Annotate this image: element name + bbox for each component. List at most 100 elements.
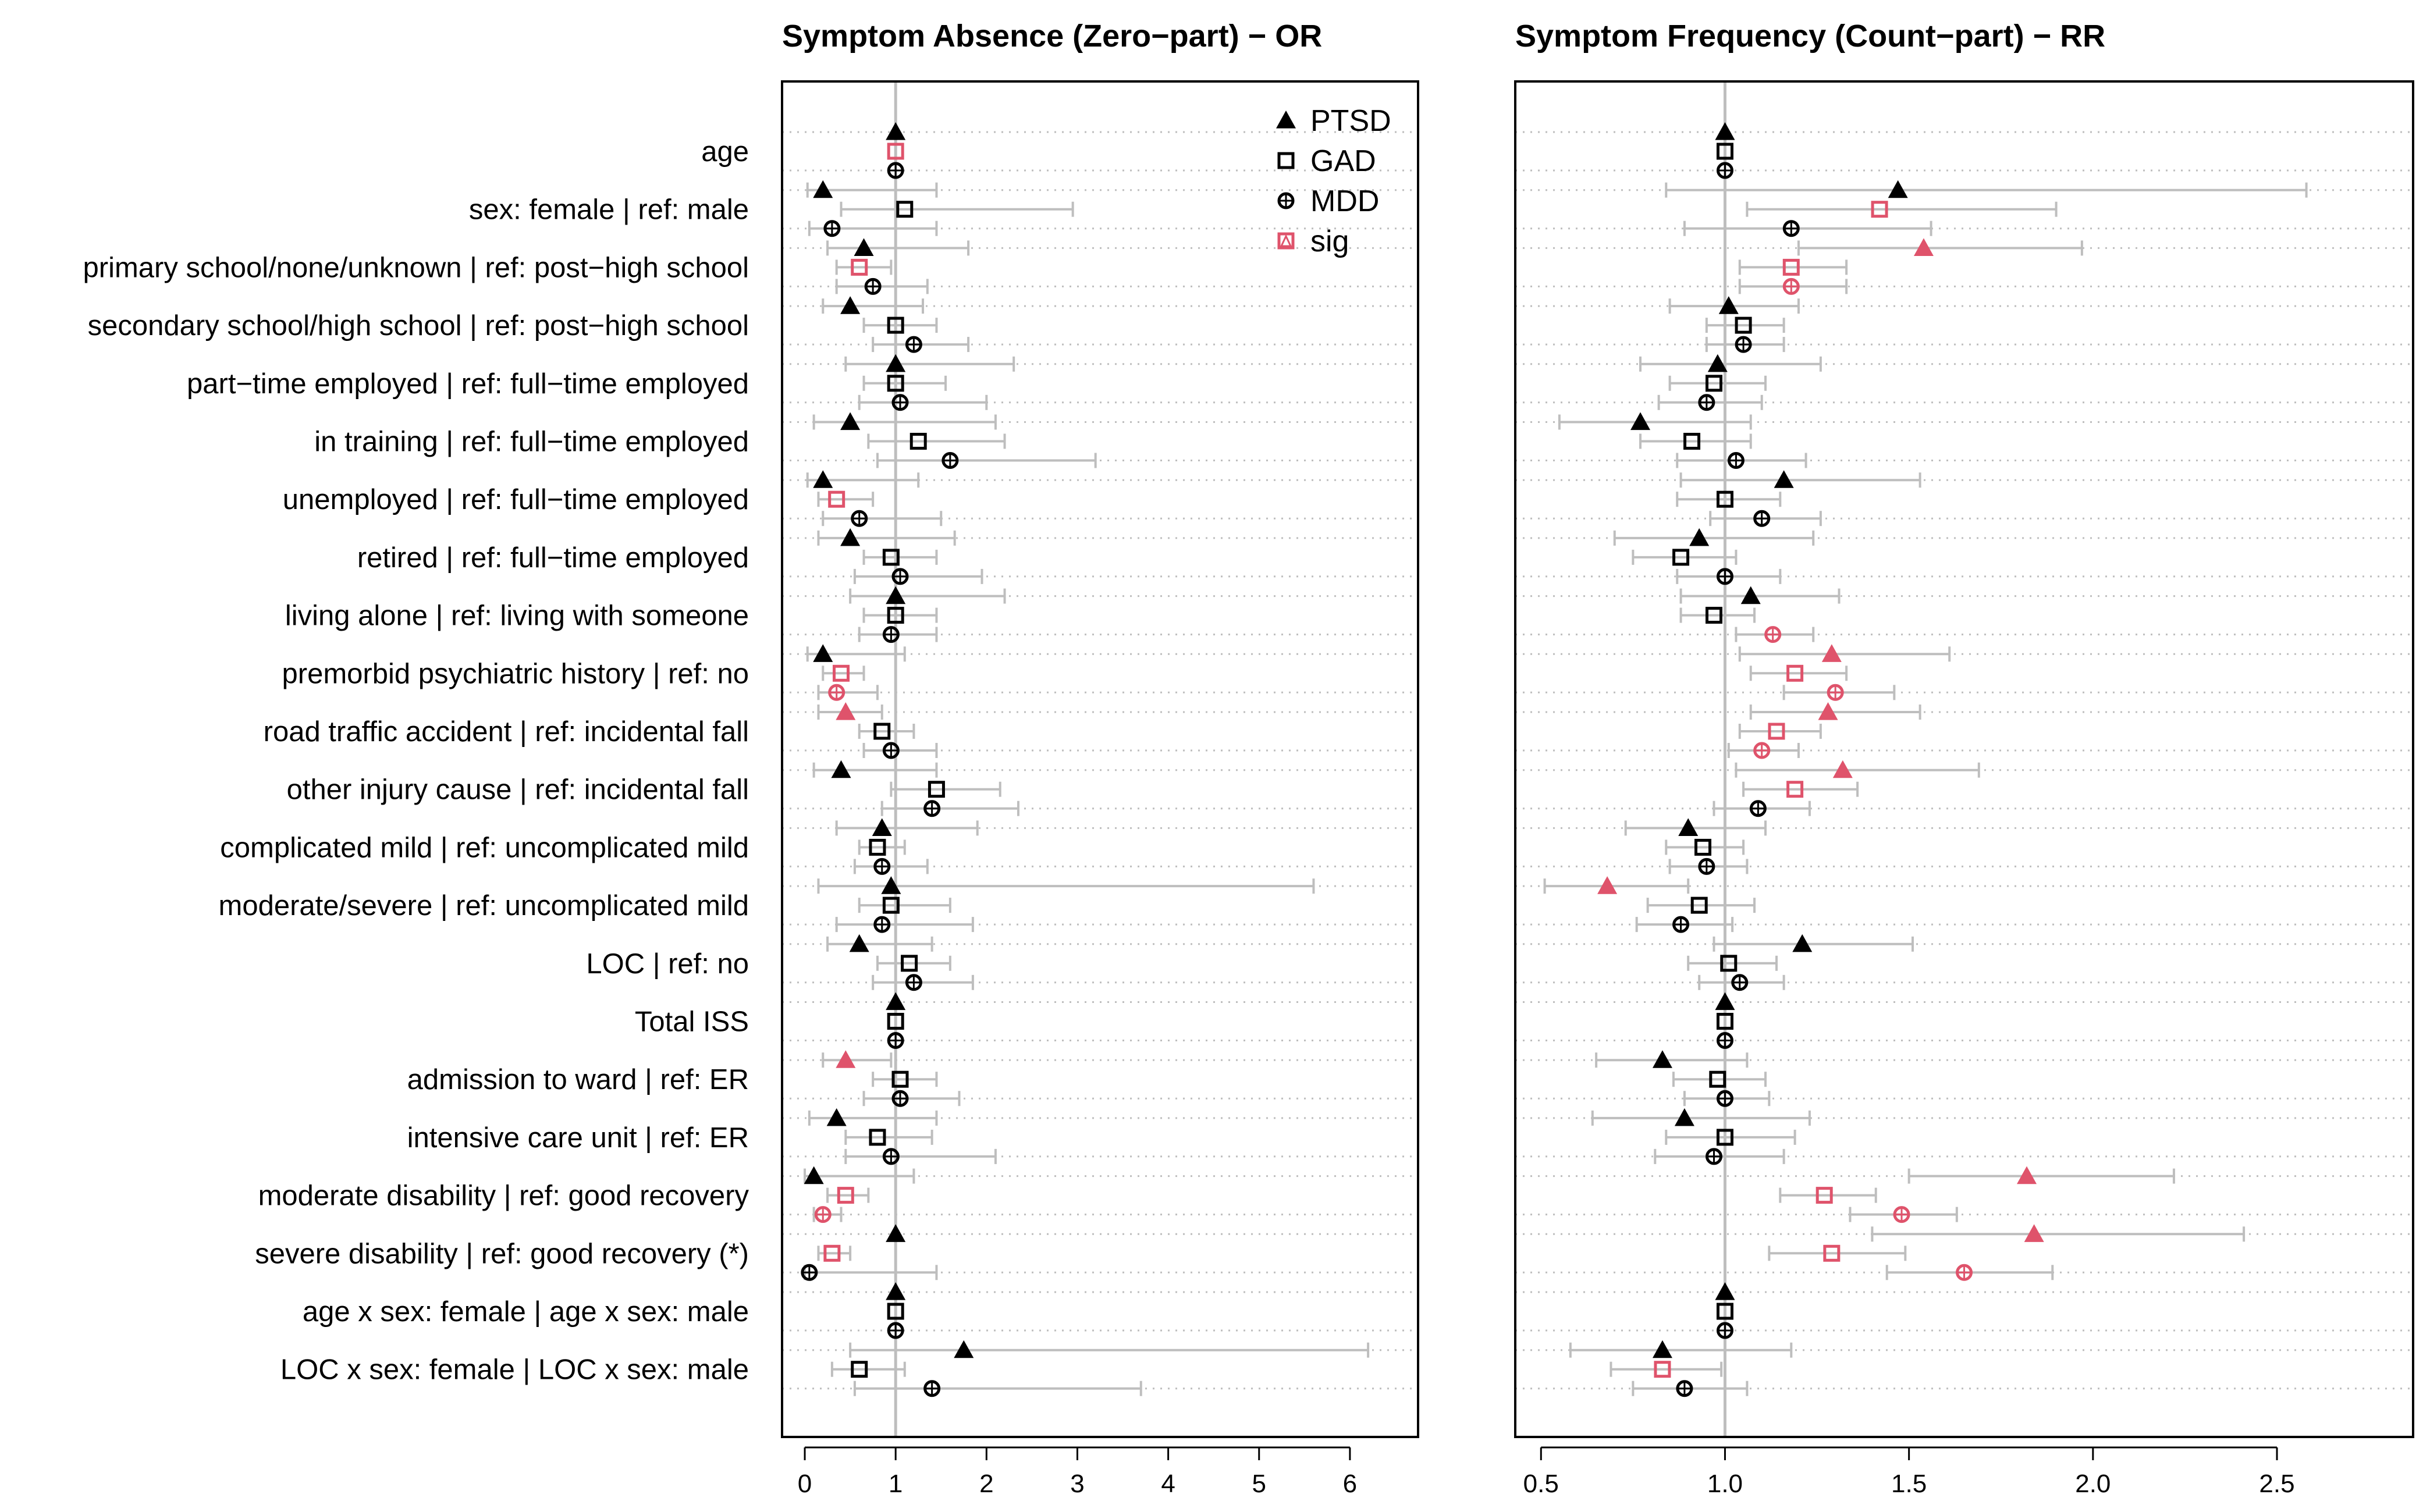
x-tick-label: 1.0: [1707, 1470, 1743, 1498]
point-gad: [1690, 896, 1708, 914]
point-mdd: [828, 684, 845, 701]
row-label: unemployed | ref: full−time employed: [283, 484, 749, 515]
point-ptsd: [826, 1108, 847, 1126]
x-tick-label: 2: [979, 1470, 993, 1498]
point-mdd: [801, 1264, 818, 1281]
legend-marker-sig: [1277, 232, 1295, 250]
point-mdd: [864, 278, 882, 295]
point-mdd: [1827, 684, 1844, 701]
point-gad: [887, 1303, 904, 1320]
point-gad: [1782, 258, 1800, 276]
point-gad: [928, 781, 945, 798]
legend-marker-gad: [1277, 152, 1295, 169]
row-label: retired | ref: full−time employed: [357, 542, 749, 574]
point-gad: [1735, 316, 1752, 334]
point-gad: [828, 490, 845, 508]
x-tick-label: 0: [798, 1470, 812, 1498]
point-ptsd: [886, 992, 906, 1011]
point-mdd: [891, 394, 909, 411]
row-label: intensive care unit | ref: ER: [407, 1122, 749, 1154]
point-mdd: [851, 510, 868, 527]
point-ptsd: [1821, 644, 1842, 662]
panel-right-title: Symptom Frequency (Count−part) − RR: [1515, 19, 2105, 54]
point-gad: [1705, 607, 1722, 624]
point-mdd: [891, 568, 909, 585]
point-gad: [1705, 375, 1722, 392]
point-mdd: [1753, 742, 1771, 759]
row-label: other injury cause | ref: incidental fal…: [287, 774, 749, 806]
point-mdd: [1735, 336, 1752, 353]
point-gad: [909, 433, 927, 450]
point-gad: [1716, 1303, 1733, 1320]
point-ptsd: [1715, 992, 1735, 1011]
point-ptsd: [840, 412, 861, 431]
legend-marker-ptsd: [1276, 111, 1296, 129]
x-tick-label: 2.0: [2075, 1470, 2111, 1498]
row-label: premorbid psychiatric history | ref: no: [282, 658, 749, 689]
point-ptsd: [886, 122, 906, 140]
point-ptsd: [886, 1224, 906, 1242]
point-mdd: [1749, 800, 1767, 817]
point-ptsd: [1832, 760, 1853, 778]
legend-label: GAD: [1310, 144, 1376, 178]
point-mdd: [887, 1322, 904, 1339]
point-gad: [869, 1129, 886, 1146]
point-ptsd: [836, 702, 856, 720]
point-ptsd: [1818, 702, 1838, 720]
point-mdd: [1716, 1032, 1733, 1049]
x-tick-label: 5: [1252, 1470, 1266, 1498]
point-ptsd: [1715, 122, 1735, 140]
point-ptsd: [1597, 876, 1618, 894]
point-ptsd: [886, 586, 906, 604]
point-gad: [1823, 1244, 1841, 1262]
plot-frame: [781, 80, 1419, 1438]
point-ptsd: [804, 1166, 824, 1184]
point-ptsd: [1707, 354, 1728, 372]
point-gad: [1709, 1070, 1726, 1088]
point-mdd: [1676, 1380, 1693, 1397]
point-ptsd: [813, 644, 833, 662]
point-gad: [887, 375, 904, 392]
point-mdd: [887, 1032, 904, 1049]
point-gad: [1694, 838, 1712, 856]
point-mdd: [1672, 916, 1690, 933]
point-ptsd: [1652, 1050, 1672, 1068]
row-label: moderate disability | ref: good recovery: [258, 1180, 749, 1212]
point-gad: [887, 607, 904, 624]
point-mdd: [814, 1206, 832, 1223]
point-mdd: [1727, 452, 1745, 469]
point-ptsd: [954, 1340, 974, 1358]
point-mdd: [873, 858, 891, 875]
x-tick-label: 1: [889, 1470, 903, 1498]
point-ptsd: [813, 470, 833, 488]
point-ptsd: [1652, 1340, 1672, 1358]
point-mdd: [1716, 568, 1733, 585]
legend: PTSD GAD MDD sig: [1276, 104, 1391, 258]
point-gad: [1672, 549, 1690, 566]
point-mdd: [891, 1090, 909, 1107]
legend-label: sig: [1310, 225, 1349, 258]
point-gad: [1816, 1187, 1833, 1204]
x-tick-label: 3: [1070, 1470, 1084, 1498]
point-gad: [896, 201, 914, 218]
point-ptsd: [849, 934, 869, 952]
point-mdd: [1698, 858, 1715, 875]
row-labels: age sex: female | ref: male primary school…: [83, 136, 749, 1386]
point-gad: [887, 1013, 904, 1030]
panel-right-count-part: 0.5 1.0 1.5 2.0 2.5: [1514, 80, 2414, 1498]
point-mdd: [882, 626, 900, 643]
point-ptsd: [1689, 528, 1710, 546]
row-label: road traffic accident | ref: incidental …: [264, 716, 749, 748]
row-label: Total ISS: [635, 1006, 749, 1038]
point-gad: [851, 1361, 868, 1378]
point-gad: [1716, 1129, 1733, 1146]
row-label: LOC x sex: female | LOC x sex: male: [280, 1354, 749, 1386]
point-gad: [869, 838, 886, 856]
row-label: in training | ref: full−time employed: [314, 426, 749, 458]
point-mdd: [1753, 510, 1771, 527]
point-mdd: [1764, 626, 1782, 643]
point-mdd: [1782, 278, 1800, 295]
point-mdd: [1698, 394, 1715, 411]
point-mdd: [882, 1148, 900, 1165]
